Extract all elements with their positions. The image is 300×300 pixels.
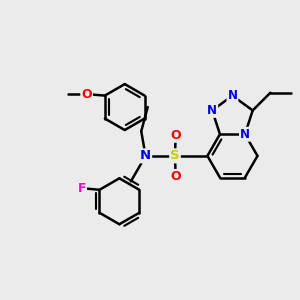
Text: F: F <box>78 182 86 195</box>
Text: N: N <box>140 149 151 162</box>
Text: O: O <box>170 170 181 183</box>
Text: S: S <box>170 149 180 162</box>
Text: N: N <box>227 89 237 102</box>
Text: N: N <box>207 104 217 117</box>
Text: O: O <box>81 88 92 100</box>
Text: O: O <box>170 129 181 142</box>
Text: N: N <box>240 128 250 141</box>
